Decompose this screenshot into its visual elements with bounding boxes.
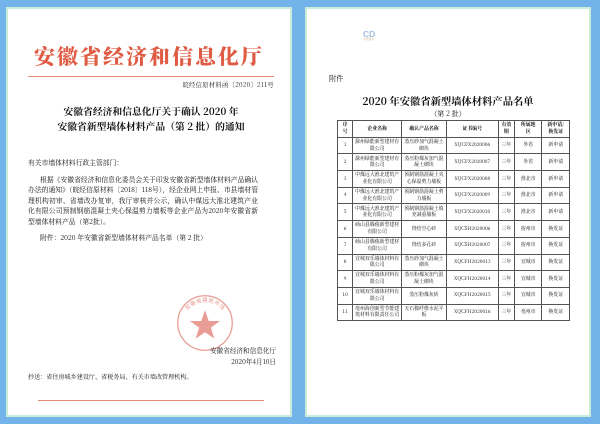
svg-text:安徽省建筑市场: 安徽省建筑市场 [183,296,227,312]
